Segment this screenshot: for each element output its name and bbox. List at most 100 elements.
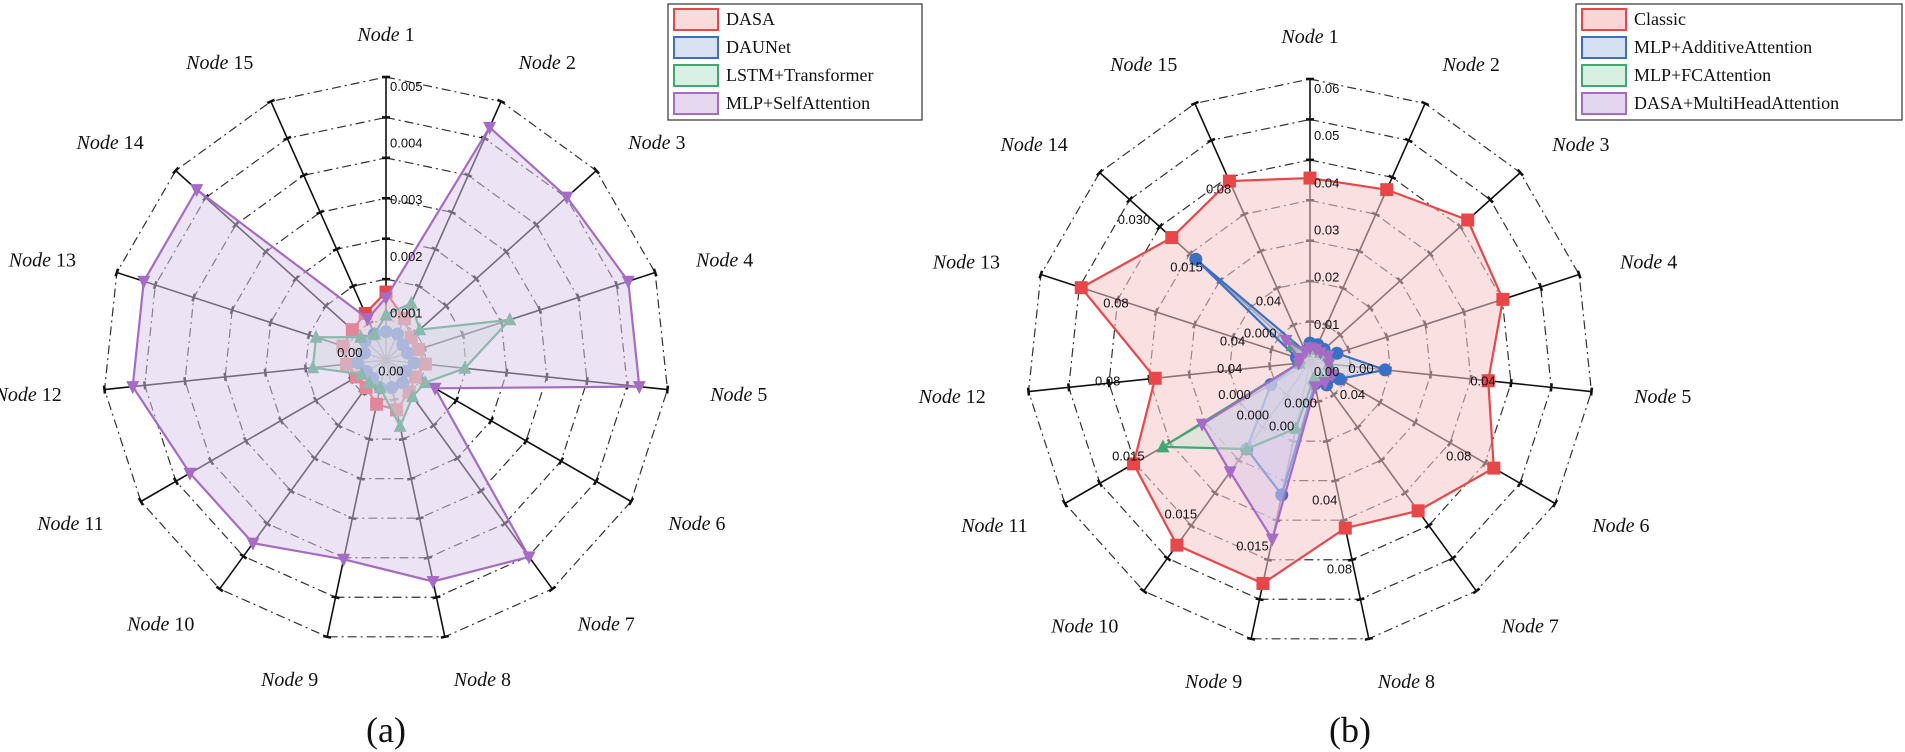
- radial-tick-label: 0.000: [1218, 387, 1251, 402]
- data-point: [1378, 363, 1392, 377]
- node-label: Node 4: [695, 249, 753, 271]
- axis-tick: [1255, 597, 1264, 602]
- node-label: Node 4: [1619, 251, 1677, 273]
- legend-swatch: [1581, 64, 1627, 87]
- radial-tick-label: 0.04: [1256, 294, 1281, 309]
- axis-tick: [322, 634, 332, 639]
- radial-tick-label: 0.06: [1314, 81, 1339, 96]
- radial-tick-label: 0.003: [390, 192, 423, 207]
- legend-label: MLP+SelfAttention: [726, 93, 870, 113]
- panel-label: (b): [1329, 710, 1371, 750]
- node-label: Node 9: [260, 669, 318, 691]
- radial-tick-label: 0.004: [390, 136, 423, 151]
- legend-box: [1575, 3, 1903, 121]
- data-point: [1325, 369, 1339, 383]
- radial-tick-label: 0.00: [337, 345, 362, 360]
- axis-tick: [522, 436, 530, 445]
- node-label: Node 3: [627, 132, 685, 154]
- axis-tick: [266, 98, 276, 105]
- axis-tick: [1061, 499, 1069, 508]
- axis-tick: [1576, 270, 1582, 279]
- axis-tick: [440, 634, 450, 639]
- legend-label: Classic: [1634, 9, 1686, 29]
- data-point: [1318, 377, 1332, 391]
- legend-swatch: [673, 92, 719, 115]
- radial-tick-label: 0.04: [1340, 387, 1365, 402]
- axis-tick: [1549, 383, 1553, 392]
- axis-tick: [487, 416, 495, 425]
- axis-tick: [1424, 522, 1433, 529]
- node-label: Node 6: [667, 513, 725, 535]
- node-label: Node 5: [709, 384, 767, 406]
- radial-tick-label: 0.08: [1446, 448, 1471, 463]
- panel-label: (a): [366, 710, 406, 750]
- node-label: Node 8: [453, 669, 511, 691]
- axis-tick: [1420, 100, 1430, 107]
- series-mlp-selfattention: [126, 121, 646, 589]
- axis-tick: [1190, 100, 1200, 107]
- data-point: [1292, 353, 1306, 367]
- radial-tick-label: 0.002: [390, 249, 423, 264]
- radial-tick-label: 0.00: [1348, 361, 1373, 376]
- axis-tick: [1139, 587, 1148, 595]
- legend-label: DASA+MultiHeadAttention: [1634, 93, 1839, 113]
- axis-tick: [652, 268, 658, 277]
- axis-tick: [1347, 557, 1357, 562]
- data-point: [483, 121, 497, 135]
- radial-tick-label: 0.015: [1112, 448, 1145, 463]
- axis-tick: [283, 135, 292, 142]
- node-label: Node 14: [76, 132, 144, 154]
- node-label: Node 3: [1551, 134, 1609, 156]
- axis-tick: [627, 497, 635, 506]
- data-point: [1222, 174, 1236, 188]
- radial-tick-label: 0.04: [1314, 175, 1339, 190]
- node-label: Node 7: [577, 614, 635, 636]
- data-point: [1487, 461, 1501, 475]
- radial-tick-label: 0.000: [1237, 407, 1270, 422]
- data-point: [1256, 576, 1270, 590]
- axis-tick: [332, 246, 341, 253]
- axis-tick: [316, 209, 325, 216]
- data-point: [1298, 346, 1312, 360]
- data-point: [246, 537, 260, 551]
- axis-tick: [1364, 636, 1374, 641]
- radar-chart-a: 0.001 0.002 0.003 0.004 0.005 0.00 0.00 Node 1 N…: [0, 3, 923, 750]
- data-point: [426, 575, 440, 589]
- radial-tick-label: 0.030: [1118, 212, 1151, 227]
- data-point: [379, 292, 393, 306]
- axis-tick: [452, 396, 460, 405]
- data-point: [1279, 334, 1293, 348]
- data-point: [1156, 439, 1170, 453]
- grid-ring: [1068, 118, 1552, 600]
- axis-tick: [432, 595, 441, 600]
- data-point: [361, 313, 375, 327]
- grid-ring: [103, 76, 669, 638]
- radial-tick-label: 0.04: [1470, 374, 1495, 389]
- axis-tick: [331, 595, 340, 600]
- legend-swatch: [673, 36, 719, 59]
- axis-tick: [1551, 499, 1559, 508]
- series-area: [131, 125, 641, 583]
- data-point: [1127, 457, 1141, 471]
- axis-tick: [215, 585, 224, 593]
- axis-tick: [1096, 168, 1104, 177]
- node-label: Node 2: [1442, 54, 1500, 76]
- radial-tick-label: 0.00: [378, 363, 403, 378]
- node-label: Node 2: [518, 52, 576, 74]
- axis-tick: [1516, 168, 1524, 177]
- data-point: [1322, 358, 1336, 372]
- axis-tick: [592, 166, 600, 175]
- legend-label: MLP+FCAttention: [1634, 65, 1771, 85]
- data-point: [1481, 374, 1495, 388]
- axis-tick: [1107, 379, 1111, 388]
- axis-tick: [1163, 554, 1172, 562]
- axis-tick: [102, 385, 107, 394]
- radial-tick-label: 0.08: [1103, 296, 1128, 311]
- data-point: [1170, 538, 1184, 552]
- radial-tick-label: 0.000: [1244, 326, 1277, 341]
- node-label: Node 1: [1280, 26, 1338, 48]
- axis-tick: [1472, 587, 1481, 595]
- node-label: Node 14: [1000, 134, 1068, 156]
- node-label: Node 7: [1501, 616, 1559, 638]
